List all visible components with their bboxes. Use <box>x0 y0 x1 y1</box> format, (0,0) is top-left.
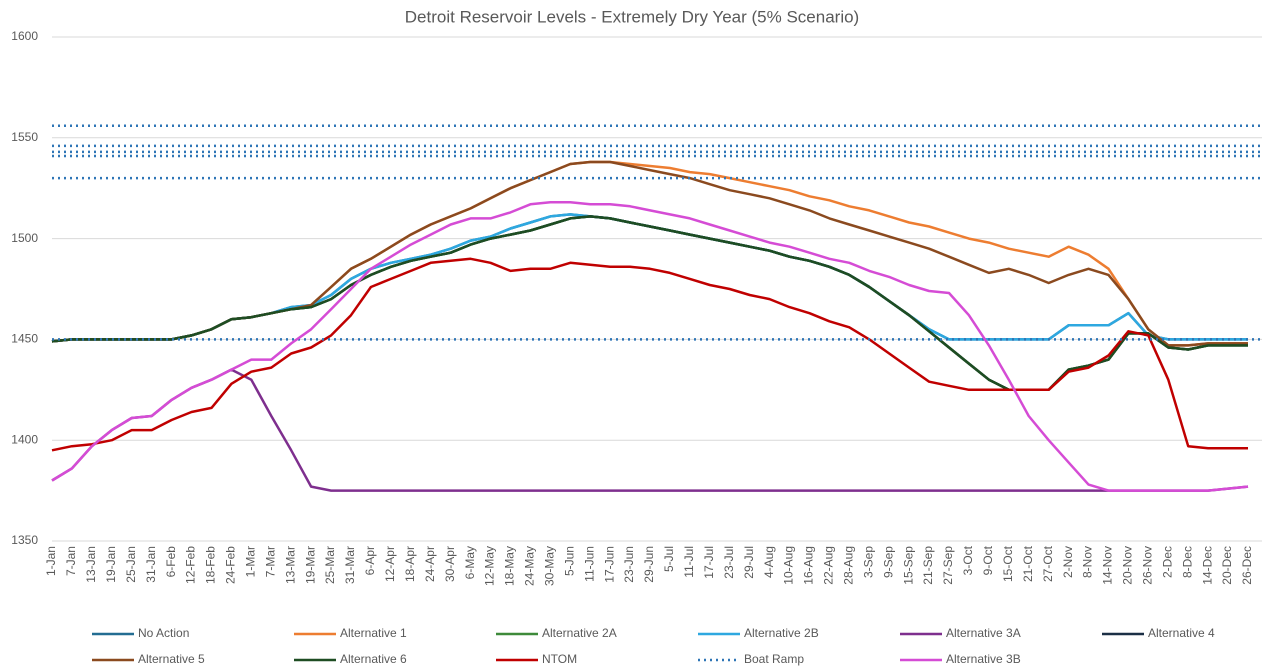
x-tick-label: 3-Oct <box>961 545 975 575</box>
x-tick-label: 24-Apr <box>423 546 437 582</box>
x-tick-label: 13-Mar <box>283 546 297 584</box>
chart-title: Detroit Reservoir Levels - Extremely Dry… <box>405 7 859 26</box>
series-line <box>51 213 1248 343</box>
x-tick-label: 30-May <box>543 546 557 586</box>
series-line <box>51 160 1248 347</box>
x-tick-label: 20-Nov <box>1121 546 1135 585</box>
legend-label: Alternative 3A <box>946 626 1021 640</box>
x-tick-label: 2-Nov <box>1061 546 1075 578</box>
y-tick-label: 1400 <box>11 432 38 446</box>
x-tick-label: 12-Feb <box>184 546 198 584</box>
y-tick-label: 1600 <box>11 29 38 43</box>
x-tick-label: 15-Oct <box>1001 545 1015 582</box>
x-tick-label: 14-Dec <box>1200 546 1214 585</box>
x-tick-label: 26-Dec <box>1240 546 1254 585</box>
x-tick-label: 24-May <box>523 546 537 586</box>
series-line <box>51 257 1248 452</box>
x-tick-label: 11-Jun <box>582 546 596 582</box>
legend-label: Alternative 2A <box>542 626 617 640</box>
series-line <box>51 215 1248 392</box>
x-tick-label: 25-Mar <box>323 546 337 584</box>
x-tick-label: 27-Oct <box>1041 545 1055 582</box>
x-tick-label: 12-Apr <box>383 546 397 582</box>
x-tick-label: 2-Dec <box>1160 546 1174 578</box>
legend-label: Alternative 6 <box>340 652 407 666</box>
x-tick-label: 15-Sep <box>901 546 915 585</box>
legend-label: Alternative 4 <box>1148 626 1215 640</box>
x-tick-label: 1-Jan <box>44 546 58 576</box>
y-tick-label: 1500 <box>11 231 38 245</box>
x-tick-label: 27-Sep <box>941 546 955 585</box>
x-tick-label: 6-Apr <box>363 546 377 575</box>
x-tick-label: 21-Sep <box>921 546 935 585</box>
legend-label: Boat Ramp <box>744 652 804 666</box>
x-tick-label: 18-Apr <box>403 546 417 582</box>
x-tick-label: 14-Nov <box>1101 546 1115 585</box>
x-tick-label: 17-Jun <box>602 546 616 583</box>
series-line <box>51 215 1248 392</box>
x-tick-label: 6-Feb <box>164 546 178 578</box>
x-tick-label: 30-Apr <box>443 546 457 582</box>
x-tick-label: 18-Feb <box>204 546 218 584</box>
x-tick-label: 19-Mar <box>303 546 317 584</box>
x-tick-label: 26-Nov <box>1141 546 1155 585</box>
x-tick-label: 28-Aug <box>842 546 856 585</box>
series-line <box>51 213 1248 343</box>
x-tick-label: 23-Jul <box>722 546 736 579</box>
x-tick-label: 31-Jan <box>144 546 158 583</box>
y-tick-label: 1550 <box>11 130 38 144</box>
x-tick-label: 16-Aug <box>802 546 816 585</box>
x-tick-label: 20-Dec <box>1220 546 1234 585</box>
x-tick-label: 17-Jul <box>702 546 716 579</box>
x-tick-label: 5-Jul <box>662 546 676 572</box>
x-tick-label: 12-May <box>483 546 497 586</box>
x-tick-label: 3-Sep <box>861 546 875 578</box>
x-tick-label: 7-Mar <box>263 546 277 577</box>
x-tick-label: 25-Jan <box>124 546 138 583</box>
legend-label: Alternative 2B <box>744 626 819 640</box>
x-tick-label: 21-Oct <box>1021 545 1035 582</box>
series-line <box>51 215 1248 392</box>
x-tick-label: 4-Aug <box>762 546 776 578</box>
legend-label: Alternative 5 <box>138 652 205 666</box>
x-tick-label: 1-Mar <box>244 546 258 577</box>
x-tick-label: 29-Jul <box>742 546 756 579</box>
x-tick-label: 7-Jan <box>64 546 78 576</box>
x-tick-label: 29-Jun <box>642 546 656 583</box>
x-tick-label: 11-Jul <box>682 546 696 578</box>
x-tick-label: 8-Dec <box>1180 546 1194 578</box>
x-tick-label: 18-May <box>503 546 517 586</box>
x-tick-label: 10-Aug <box>782 546 796 585</box>
x-tick-label: 6-May <box>463 546 477 579</box>
legend-label: No Action <box>138 626 189 640</box>
x-tick-label: 9-Sep <box>881 546 895 578</box>
series-line <box>51 160 1248 347</box>
series-line <box>51 368 1249 492</box>
x-tick-label: 22-Aug <box>822 546 836 585</box>
x-tick-label: 23-Jun <box>622 546 636 583</box>
x-tick-label: 19-Jan <box>104 546 118 583</box>
x-tick-label: 31-Mar <box>343 546 357 584</box>
x-tick-label: 8-Nov <box>1081 546 1095 578</box>
legend-label: NTOM <box>542 652 577 666</box>
x-tick-label: 24-Feb <box>224 546 238 584</box>
x-tick-label: 13-Jan <box>84 546 98 583</box>
x-tick-label: 5-Jun <box>562 546 576 576</box>
legend-label: Alternative 3B <box>946 652 1021 666</box>
y-tick-label: 1350 <box>11 533 38 547</box>
y-tick-label: 1450 <box>11 332 38 346</box>
series-line <box>51 201 1249 492</box>
x-tick-label: 9-Oct <box>981 545 995 575</box>
legend-label: Alternative 1 <box>340 626 407 640</box>
